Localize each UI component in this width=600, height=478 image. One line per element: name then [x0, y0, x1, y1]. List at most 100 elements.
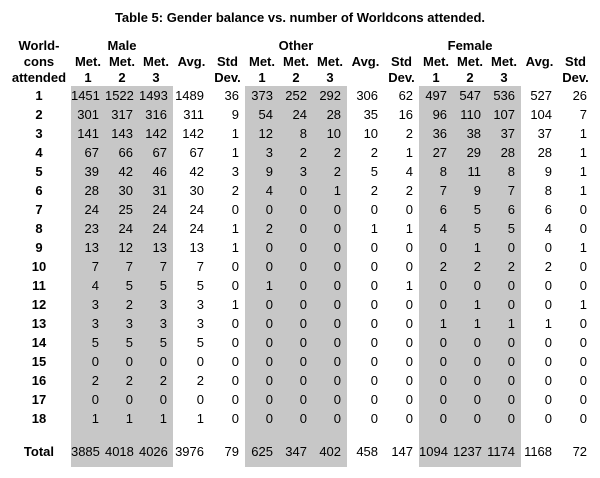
- value-cell-male-met1: 3: [70, 295, 105, 314]
- column-header-male-met2-line1: Met.: [108, 54, 135, 69]
- value-cell-female-avg: 9: [544, 164, 553, 179]
- filler-cell: [487, 461, 522, 467]
- value-cell-male-avg: 24: [189, 202, 204, 217]
- value-cell-male-stddev: 9: [231, 107, 239, 122]
- value-cell-male-stddev: 0: [231, 259, 239, 274]
- value-cell-female-met3: 6: [487, 200, 522, 219]
- table-row: 8 23 24 24 24 1 2 0 0 1 1 4 5 5 4 0: [7, 219, 593, 238]
- row-label-worldcons: 16: [31, 373, 47, 388]
- value-cell-male-avg: 0: [196, 392, 204, 407]
- value-cell-male-met1: 3885: [70, 442, 105, 461]
- value-cell-other-avg: 458: [356, 444, 379, 459]
- value-cell-other-stddev: 1: [405, 221, 414, 236]
- value-cell-other-stddev: 147: [391, 444, 414, 459]
- worldcons-attended-header: World-cons attended: [7, 38, 71, 86]
- value-cell-male-avg: 1489: [175, 88, 204, 103]
- value-cell-male-met3: 2: [138, 371, 173, 390]
- header-spacer: [521, 38, 558, 54]
- row-label-worldcons: 17: [31, 392, 47, 407]
- value-cell-male-stddev: 0: [231, 335, 239, 350]
- value-cell-other-met3: 2: [313, 143, 348, 162]
- value-cell-female-met3: 1174: [487, 442, 522, 461]
- value-cell-male-met2: 2: [104, 371, 139, 390]
- value-cell-female-met2: 1: [453, 314, 488, 333]
- value-cell-other-met3: 0: [313, 219, 348, 238]
- spacer-cell: [104, 428, 139, 442]
- value-cell-other-met2: 0: [279, 257, 313, 276]
- row-label-worldcons: 12: [31, 297, 47, 312]
- value-cell-female-avg: 0: [544, 240, 553, 255]
- value-cell-other-met1: 2: [245, 219, 279, 238]
- value-cell-other-met3: 0: [313, 314, 348, 333]
- spacer-cell: [384, 428, 419, 442]
- value-cell-other-met3: 0: [313, 333, 348, 352]
- value-cell-other-met2: 0: [279, 352, 313, 371]
- value-cell-other-avg: 0: [370, 316, 379, 331]
- table-row: 7 24 25 24 24 0 0 0 0 0 0 6 5 6 6 0: [7, 200, 593, 219]
- value-cell-male-avg: 3: [196, 297, 204, 312]
- value-cell-male-met1: 301: [70, 105, 105, 124]
- value-cell-male-met1: 0: [70, 390, 105, 409]
- filler-cell: [419, 461, 454, 467]
- value-cell-male-avg: 2: [196, 373, 204, 388]
- value-cell-other-avg: 35: [363, 107, 379, 122]
- value-cell-other-stddev: 0: [405, 411, 414, 426]
- value-cell-other-avg: 0: [370, 335, 379, 350]
- value-cell-male-met2: 0: [104, 352, 139, 371]
- value-cell-male-met1: 39: [70, 162, 105, 181]
- value-cell-male-met2: 317: [104, 105, 139, 124]
- value-cell-male-met1: 0: [70, 352, 105, 371]
- value-cell-male-met1: 7: [70, 257, 105, 276]
- value-cell-other-stddev: 0: [405, 354, 414, 369]
- value-cell-female-met2: 1: [453, 238, 488, 257]
- value-cell-other-stddev: 0: [405, 202, 414, 217]
- value-cell-male-stddev: 36: [224, 88, 239, 103]
- row-label-worldcons: 18: [31, 411, 47, 426]
- header-spacer: [347, 38, 384, 54]
- column-header-male-avg-line1: Avg.: [177, 54, 206, 69]
- column-header-other-avg-line1: Avg.: [351, 54, 380, 69]
- value-cell-male-met3: 24: [138, 200, 173, 219]
- value-cell-other-stddev: 2: [405, 126, 414, 141]
- value-cell-female-met2: 5: [453, 200, 488, 219]
- value-cell-other-met1: 0: [245, 333, 279, 352]
- value-cell-female-met1: 0: [419, 352, 454, 371]
- value-cell-male-avg: 311: [183, 107, 204, 122]
- value-cell-female-avg: 6: [544, 202, 553, 217]
- value-cell-female-met1: 27: [419, 143, 454, 162]
- value-cell-other-met1: 0: [245, 352, 279, 371]
- value-cell-other-avg: 5: [370, 164, 379, 179]
- header-spacer: [210, 38, 245, 54]
- column-header-other-met1-line1: Met.: [249, 54, 275, 69]
- table-row: 13 3 3 3 3 0 0 0 0 0 0 1 1 1 1 0: [7, 314, 593, 333]
- value-cell-other-met2: 252: [279, 86, 313, 105]
- value-cell-female-avg: 0: [544, 392, 553, 407]
- value-cell-other-stddev: 0: [405, 297, 414, 312]
- value-cell-male-stddev: 3: [231, 164, 239, 179]
- column-header-male-met1-line1: Met.: [74, 54, 101, 69]
- filler-cell: [210, 461, 245, 467]
- value-cell-other-met1: 0: [245, 371, 279, 390]
- table-row: 18 1 1 1 1 0 0 0 0 0 0 0 0 0 0 0: [7, 409, 593, 428]
- column-header-female-stddev-line1: Std: [565, 54, 586, 69]
- value-cell-other-avg: 0: [370, 373, 379, 388]
- table-row: 11 4 5 5 5 0 1 0 0 0 1 0 0 0 0 0: [7, 276, 593, 295]
- value-cell-other-avg: 0: [370, 259, 379, 274]
- value-cell-male-avg: 142: [182, 126, 204, 141]
- value-cell-male-met2: 4018: [104, 442, 139, 461]
- value-cell-female-met1: 96: [419, 105, 454, 124]
- value-cell-other-met3: 0: [313, 352, 348, 371]
- row-label-total: Total: [23, 444, 55, 459]
- value-cell-other-met2: 0: [279, 295, 313, 314]
- value-cell-male-stddev: 79: [224, 444, 239, 459]
- value-cell-other-met1: 0: [245, 314, 279, 333]
- column-header-female-met3-line1: Met.: [491, 54, 518, 69]
- value-cell-female-met2: 547: [453, 86, 488, 105]
- table-row: 2 301 317 316 311 9 54 24 28 35 16 96 110 107 104 7: [7, 105, 593, 124]
- value-cell-female-avg: 37: [537, 126, 553, 141]
- value-cell-male-met1: 4: [70, 276, 105, 295]
- filler-cell: [453, 461, 488, 467]
- filler-cell: [384, 461, 419, 467]
- value-cell-other-met2: 8: [279, 124, 313, 143]
- table-row: 10 7 7 7 7 0 0 0 0 0 0 2 2 2 2 0: [7, 257, 593, 276]
